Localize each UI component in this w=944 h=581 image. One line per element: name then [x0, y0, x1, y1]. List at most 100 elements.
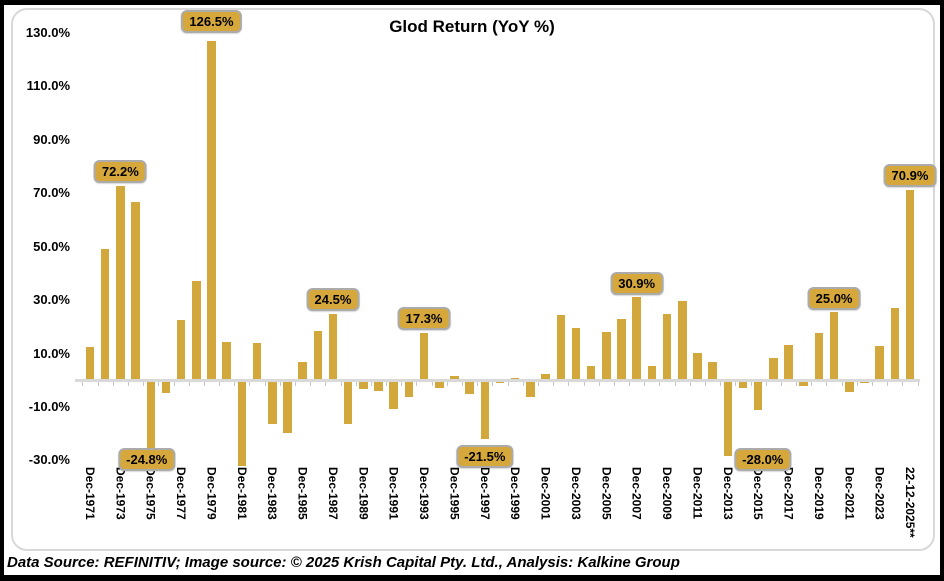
x-axis-label: Dec-1971 — [83, 467, 97, 520]
y-axis-label: 30.0% — [33, 292, 70, 308]
bar-Dec-2013 — [723, 381, 732, 457]
border-top — [0, 0, 944, 5]
bar-Dec-2017 — [784, 345, 793, 379]
axis-tick — [811, 381, 813, 386]
x-axis-label: Dec-1985 — [295, 467, 310, 520]
bar-Dec-2006 — [617, 318, 626, 379]
x-axis-label: Dec-2005 — [599, 467, 614, 520]
data-label-callout: -24.8% — [118, 447, 176, 471]
bar-Dec-1971 — [85, 346, 95, 379]
bar-Dec-2016 — [769, 357, 778, 379]
axis-tick — [431, 381, 433, 386]
x-axis-label: 22-12-2025** — [902, 467, 917, 538]
axis-tick — [856, 381, 858, 386]
axis-tick — [264, 381, 266, 386]
axis-tick — [887, 381, 889, 386]
x-axis-label: Dec-1991 — [386, 467, 401, 520]
x-axis-label: Dec-1973 — [113, 467, 128, 520]
axis-tick — [462, 381, 464, 386]
bar-Dec-1982 — [252, 342, 262, 379]
bar-Dec-1974 — [131, 201, 140, 379]
axis-tick — [522, 381, 524, 386]
axis-tick — [446, 381, 448, 386]
bar-Dec-1989 — [359, 381, 368, 389]
axis-tick — [917, 381, 919, 386]
bar-Dec-1997 — [480, 381, 490, 439]
x-axis-label: Dec-1979 — [204, 467, 219, 520]
y-axis-label: 70.0% — [33, 185, 70, 201]
axis-tick — [310, 381, 312, 386]
axis-tick — [188, 381, 190, 386]
bar-Dec-1975 — [146, 381, 155, 448]
bar-Dec-2015 — [753, 381, 763, 410]
bar-Dec-2001 — [541, 373, 550, 379]
axis-tick — [416, 381, 418, 386]
axis-tick — [507, 381, 509, 386]
axis-tick — [325, 381, 327, 386]
data-label-callout: 25.0% — [807, 287, 861, 311]
bar-Dec-2014 — [738, 381, 748, 389]
x-axis-label: Dec-2003 — [568, 467, 583, 520]
bar-Dec-2005 — [602, 332, 611, 379]
axis-tick — [386, 381, 388, 386]
x-axis-label: Dec-1999 — [508, 467, 523, 520]
bar-Dec-1979 — [207, 41, 216, 379]
axis-tick — [492, 381, 494, 386]
data-label-callout: 126.5% — [181, 10, 242, 34]
y-axis-label: -30.0% — [28, 452, 70, 468]
axis-tick — [750, 381, 752, 386]
x-axis-label: Dec-1993 — [417, 467, 432, 520]
x-axis-label: Dec-2019 — [811, 467, 826, 520]
axis-tick — [173, 381, 175, 386]
x-axis-label: Dec-2001 — [538, 467, 553, 520]
data-label-callout: -28.0% — [734, 448, 792, 472]
x-axis-label: Dec-1983 — [265, 467, 280, 520]
x-axis-label: Dec-1975 — [143, 467, 158, 520]
axis-tick — [158, 381, 160, 386]
axis-tick — [355, 381, 357, 386]
x-axis-label: Dec-1989 — [356, 467, 371, 520]
bar-Dec-1996 — [465, 381, 474, 395]
bar-Dec-1981 — [237, 381, 247, 466]
bar-Dec-2024 — [890, 307, 900, 379]
axis-tick — [704, 381, 706, 386]
axis-tick — [370, 381, 372, 386]
bar-Dec-1990 — [374, 381, 383, 391]
bar-Dec-2007 — [632, 296, 641, 379]
bar-Dec-1984 — [283, 381, 292, 434]
axis-tick — [294, 381, 296, 386]
bar-Dec-1988 — [343, 381, 353, 424]
data-label-callout: 24.5% — [306, 287, 360, 311]
bar-Dec-1995 — [450, 376, 459, 379]
axis-tick — [629, 381, 631, 386]
axis-tick — [598, 381, 600, 386]
bar-Dec-2021 — [845, 381, 854, 392]
x-axis-line — [75, 379, 920, 382]
bar-Dec-1998 — [495, 381, 505, 383]
bar-Dec-2004 — [586, 365, 596, 379]
x-axis-label: Dec-2017 — [781, 467, 796, 520]
axis-tick — [219, 381, 221, 386]
axis-tick — [674, 381, 676, 386]
x-axis-label: Dec-2021 — [842, 467, 857, 520]
bar-Dec-2002 — [556, 315, 565, 379]
axis-tick — [902, 381, 904, 386]
border-right — [940, 0, 944, 581]
data-label-callout: 17.3% — [397, 306, 451, 330]
bar-Dec-1978 — [192, 281, 201, 379]
bar-Dec-2000 — [526, 381, 535, 397]
bar-Dec-1986 — [313, 330, 322, 379]
y-axis-label: 110.0% — [26, 78, 70, 94]
x-axis-label: Dec-2013 — [720, 467, 735, 520]
axis-tick — [689, 381, 691, 386]
border-bottom — [0, 575, 944, 581]
border-left — [0, 0, 4, 581]
axis-tick — [644, 381, 646, 386]
axis-tick — [127, 381, 129, 386]
axis-tick — [203, 381, 205, 386]
x-axis-label: Dec-2023 — [872, 467, 887, 520]
bar-Dec-1987 — [328, 313, 338, 379]
axis-tick — [82, 381, 84, 386]
x-axis-label: Dec-1997 — [477, 467, 492, 520]
